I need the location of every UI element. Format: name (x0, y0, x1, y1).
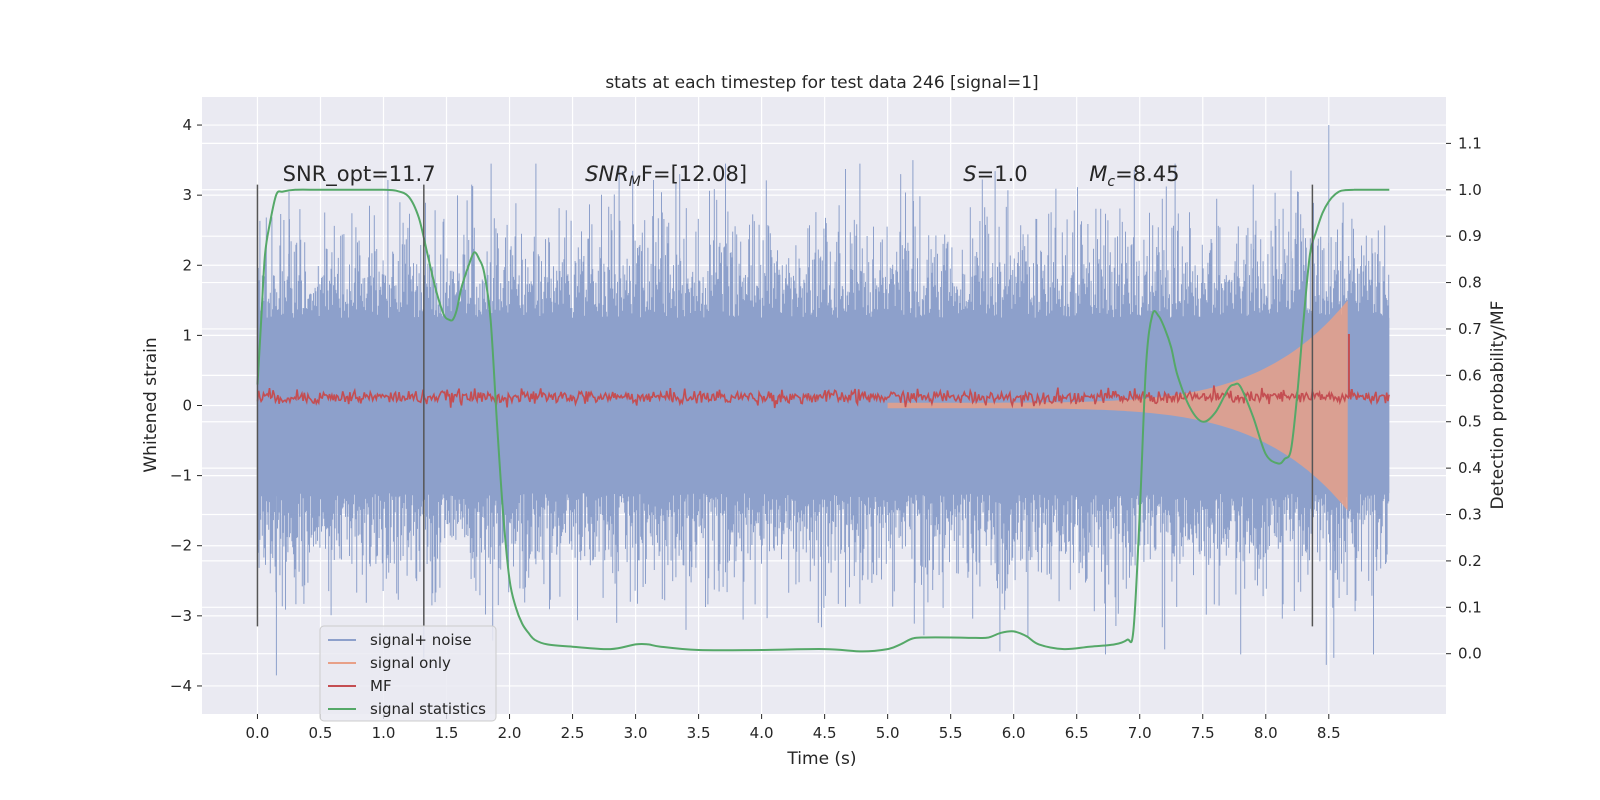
x-tick-label: 1.5 (435, 724, 459, 742)
x-tick-label: 0.5 (309, 724, 333, 742)
y-right-tick-label: 1.1 (1458, 134, 1482, 152)
x-tick-label: 8.0 (1254, 724, 1278, 742)
x-tick-label: 4.5 (813, 724, 837, 742)
x-tick-label: 0.0 (246, 724, 270, 742)
vertical-markers (256, 184, 1314, 627)
y-right-tick-label: 0.7 (1458, 320, 1482, 338)
y-right-tick-label: 0.4 (1458, 459, 1482, 477)
annotation: SNR_opt=11.7 (283, 162, 436, 187)
x-tick-label: 5.0 (876, 724, 900, 742)
y-right-tick-label: 0.2 (1458, 552, 1482, 570)
x-tick-label: 3.5 (687, 724, 711, 742)
series-signal-only (887, 300, 1348, 511)
y-right-tick-label: 0.9 (1458, 227, 1482, 245)
legend: signal+ noise signal only MF signal statist… (319, 625, 497, 722)
annotation-main: S (963, 162, 976, 186)
y-tick-label: −2 (170, 537, 192, 555)
y-tick-label: 3 (182, 186, 192, 204)
annotation: Mc=8.45 (1089, 162, 1179, 190)
y-tick-label: 2 (182, 256, 192, 274)
x-tick-label: 6.5 (1065, 724, 1089, 742)
y-tick-label: −3 (170, 607, 192, 625)
x-tick-label: 2.0 (498, 724, 522, 742)
annotation-suffix: =1.0 (977, 162, 1028, 186)
y-tick-label: 1 (182, 326, 192, 344)
x-tick-label: 7.5 (1191, 724, 1215, 742)
x-tick-label: 4.0 (750, 724, 774, 742)
y-tick-label: −4 (170, 677, 192, 695)
series-mf (256, 385, 1390, 409)
annotation-main: SNR (585, 162, 629, 186)
y-tick-label: 4 (182, 116, 192, 134)
x-tick-label: 3.0 (624, 724, 648, 742)
y-right-tick-label: 0.5 (1458, 413, 1482, 431)
y-tick-label: 0 (182, 397, 192, 415)
legend-entry: signal+ noise (370, 631, 472, 649)
annotation-main: M (1089, 162, 1107, 186)
series-signal-statistics (256, 188, 1390, 653)
y-right-axis-label: Detection probability/MF (1488, 301, 1508, 510)
chart-title: stats at each timestep for test data 246… (605, 73, 1038, 93)
legend-box (319, 625, 497, 722)
ticks: 0.0 0.5 1.0 1.5 2.0 2.5 3.0 3.5 4.0 4.5 5.0 5.5 6.0 6… (170, 116, 1482, 742)
series-layer (256, 125, 1390, 676)
y-right-tick-label: 0.8 (1458, 274, 1482, 292)
x-axis-label: Time (s) (786, 749, 856, 769)
y-tick-label: −1 (170, 467, 192, 485)
y-right-tick-label: 0.0 (1458, 645, 1482, 663)
y-right-tick-label: 0.3 (1458, 506, 1482, 524)
x-tick-label: 5.5 (939, 724, 963, 742)
x-tick-label: 2.5 (561, 724, 585, 742)
x-tick-label: 8.5 (1317, 724, 1341, 742)
legend-entry: signal statistics (370, 700, 486, 718)
y-right-tick-label: 0.1 (1458, 598, 1482, 616)
x-tick-label: 1.0 (372, 724, 396, 742)
annotation-suffix: =8.45 (1115, 162, 1179, 186)
legend-entry: signal only (370, 654, 451, 672)
y-axis-label: Whitened strain (141, 337, 161, 472)
annotation-suffix: F=[12.08] (641, 162, 747, 186)
y-right-tick-label: 0.6 (1458, 366, 1482, 384)
annotation-subscript: M (629, 174, 641, 190)
y-right-tick-label: 1.0 (1458, 181, 1482, 199)
x-tick-label: 6.0 (1002, 724, 1026, 742)
annotation-main: SNR_opt=11.7 (283, 162, 436, 187)
annotation-subscript: c (1107, 174, 1115, 190)
annotation: S=1.0 (963, 162, 1027, 186)
annotations: SNR_opt=11.7 SNRMF=[12.08] S=1.0 Mc=8.45 (283, 162, 1180, 190)
x-tick-label: 7.0 (1128, 724, 1152, 742)
legend-entry: MF (370, 677, 392, 695)
annotation: SNRMF=[12.08] (585, 162, 747, 190)
